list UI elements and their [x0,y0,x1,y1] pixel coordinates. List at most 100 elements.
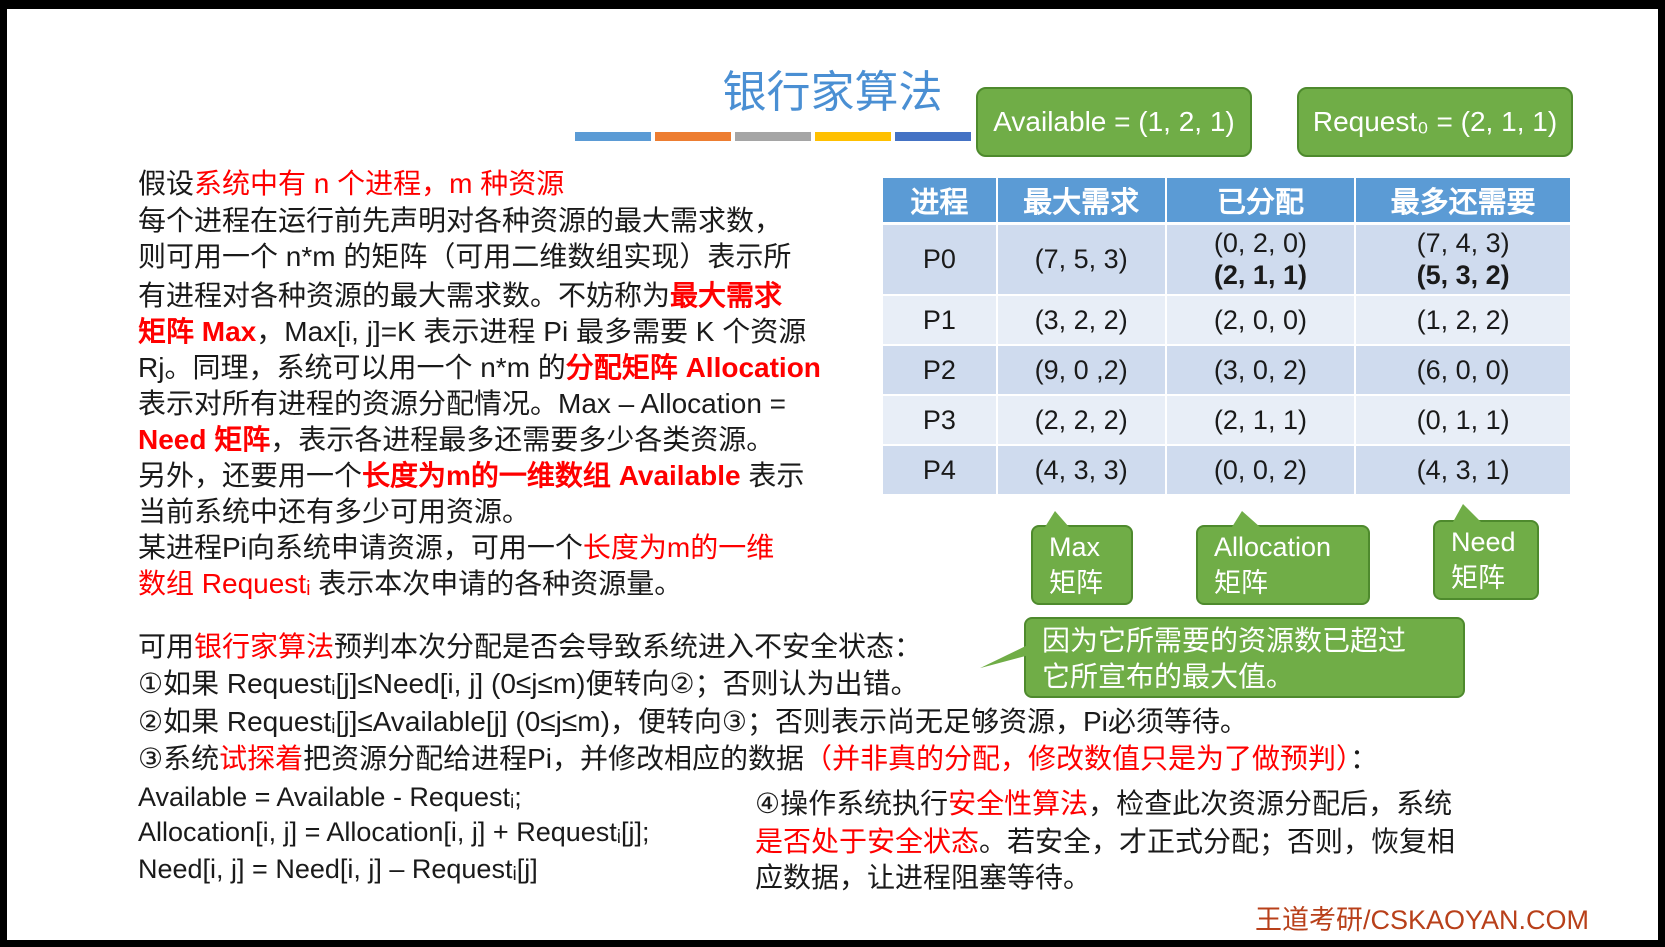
header-max: 最大需求 [996,178,1167,225]
available-box: Available = (1, 2, 1) [976,87,1252,157]
callout-text: 矩阵 [1049,568,1103,598]
text-segment: 。若安全，才正式分配；否则，恢复相 [979,826,1456,857]
text-line: 当前系统中还有多少可用资源。 [138,495,530,529]
text-line: Need 矩阵，表示各进程最多还需要多少各类资源。 [138,423,774,457]
text-segment: 某进程Pi向系统申请资源，可用一个 [138,532,583,563]
highlight-text: 系统中有 n 个进程，m 种资源 [194,168,565,199]
text-segment: Allocation[i, j] = Allocation[i, j] + Re… [138,817,650,847]
cell-value: P0 [922,244,956,275]
cell-need: (4, 3, 1) [1355,445,1572,496]
cell-value: (3, 0, 2) [1213,355,1307,385]
cell-value: (9, 0 ,2) [1034,355,1128,385]
title-bar-segment [815,132,891,141]
text-segment: 表示本次申请的各种资源量。 [310,568,683,599]
header-need: 最多还需要 [1355,178,1572,225]
cell-value: (1, 2, 2) [1416,305,1510,335]
cell-alloc: (2, 0, 0) [1165,295,1357,346]
resource-table: 进程 最大需求 已分配 最多还需要 P0 (7, 5, 3) (0, 2, 0) (2… [883,178,1572,496]
cell-p: P3 [883,395,998,446]
cell-need: (7, 4, 3) (5, 3, 2) [1355,223,1572,296]
need-callout: Need 矩阵 [1433,520,1539,600]
title-bar-segment [735,132,811,141]
text-segment: ，检查此次资源分配后，系统 [1088,788,1453,819]
text-line: ②如果 Requestᵢ[j]≤Available[j] (0≤j≤m)，便转向… [138,705,1248,739]
text-segment: ③系统 [138,743,220,774]
cell-need: (1, 2, 2) [1355,295,1572,346]
text-segment: 另外，还要用一个 [138,460,363,491]
text-line: ④操作系统执行安全性算法，检查此次资源分配后，系统 [755,787,1452,821]
text-line: 数组 Requestᵢ 表示本次申请的各种资源量。 [138,567,682,601]
text-segment: Rj。同理，系统可以用一个 n*m 的 [138,352,566,383]
cell-need: (6, 0, 0) [1355,345,1572,396]
text-segment: 假设 [138,168,195,199]
cell-value: P3 [922,405,956,435]
request-box: Request₀ = (2, 1, 1) [1297,87,1573,157]
header-allocation: 已分配 [1165,178,1357,225]
cell-p: P2 [883,345,998,396]
text-line: 矩阵 Max，Max[i, j]=K 表示进程 Pi 最多需要 K 个资源 [138,315,806,349]
callout-tail [1045,511,1069,527]
text-segment: 则可用一个 n*m 的矩阵（可用二维数组实现）表示所 [138,241,792,272]
table-row: P0 (7, 5, 3) (0, 2, 0) (2, 1, 1) (7, 4, 3) (5… [883,223,1572,296]
cell-max: (2, 2, 2) [996,395,1167,446]
highlight-text: 长度为m的一维数组 Available [362,460,741,491]
cell-value: P4 [922,455,956,485]
text-segment: ，Max[i, j]=K 表示进程 Pi 最多需要 K 个资源 [256,316,807,347]
callout-text: Max [1049,532,1101,562]
cell-value: (0, 2, 0) [1213,228,1307,259]
callout-text: 矩阵 [1451,563,1505,593]
cell-value: (3, 2, 2) [1034,305,1128,335]
text-segment: 表示 [740,460,805,491]
highlight-text: 数组 Requestᵢ [138,568,311,599]
callout-text: 它所宣布的最大值。 [1042,661,1295,692]
cell-max: (9, 0 ,2) [996,345,1167,396]
cell-alloc: (3, 0, 2) [1165,345,1357,396]
cell-need: (0, 1, 1) [1355,395,1572,446]
slide-title: 银行家算法 [722,68,943,117]
highlight-text: 试探着 [219,743,304,774]
header-process: 进程 [883,178,998,225]
text-line: 另外，还要用一个长度为m的一维数组 Available 表示 [138,459,804,493]
highlight-text: Need 矩阵 [138,424,271,455]
cell-value: (4, 3, 1) [1416,455,1510,485]
cell-value: (7, 5, 3) [1034,244,1128,275]
highlight-text: 是否处于安全状态 [755,826,980,857]
cell-value: (0, 1, 1) [1416,405,1510,435]
text-line: 是否处于安全状态。若安全，才正式分配；否则，恢复相 [755,825,1455,859]
table-row: P2 (9, 0 ,2) (3, 0, 2) (6, 0, 0) [883,345,1572,396]
cell-alloc: (0, 0, 2) [1165,445,1357,496]
cell-value: (0, 0, 2) [1213,455,1307,485]
text-line: Allocation[i, j] = Allocation[i, j] + Re… [138,815,650,849]
highlight-text: 矩阵 Max [138,316,257,347]
highlight-text: 银行家算法 [194,631,335,662]
text-segment: ，表示各进程最多还需要多少各类资源。 [270,424,775,455]
cell-overlay-value: (5, 3, 2) [1416,260,1510,291]
text-segment: 当前系统中还有多少可用资源。 [138,496,531,527]
text-segment: 应数据，让进程阻塞等待。 [755,862,1092,893]
text-line: 可用银行家算法预判本次分配是否会导致系统进入不安全状态： [138,630,922,664]
text-segment: 表示对所有进程的资源分配情况。Max – Allocation = [138,388,787,419]
text-segment: 有进程对各种资源的最大需求数。不妨称为 [138,280,671,311]
callout-text: Allocation [1214,532,1332,562]
table-row: P4 (4, 3, 3) (0, 0, 2) (4, 3, 1) [883,445,1572,496]
callout-text: 因为它所需要的资源数已超过 [1042,625,1407,656]
reason-callout: 因为它所需要的资源数已超过 它所宣布的最大值。 [1024,617,1465,698]
cell-value: (4, 3, 3) [1034,455,1128,485]
cell-max: (7, 5, 3) [996,223,1167,296]
text-line: 假设系统中有 n 个进程，m 种资源 [138,167,564,201]
text-segment: 预判本次分配是否会导致系统进入不安全状态： [334,631,923,662]
cell-value: (2, 1, 1) [1213,405,1307,435]
cell-overlay-value: (2, 1, 1) [1213,260,1307,291]
text-segment: 把资源分配给进程Pi，并修改相应的数据 [303,743,805,774]
cell-alloc: (2, 1, 1) [1165,395,1357,446]
cell-value: (7, 4, 3) [1416,228,1510,259]
cell-value: (2, 0, 0) [1213,305,1307,335]
text-segment: Available = Available - Requestᵢ; [138,782,522,812]
text-line: 应数据，让进程阻塞等待。 [755,861,1091,895]
table-header-row: 进程 最大需求 已分配 最多还需要 [883,178,1572,225]
text-line: 表示对所有进程的资源分配情况。Max – Allocation = [138,387,786,421]
text-segment: Need[i, j] = Need[i, j] – Requestᵢ[j] [138,854,538,884]
text-line: 每个进程在运行前先声明对各种资源的最大需求数， [138,204,782,238]
cell-value: (6, 0, 0) [1416,355,1510,385]
callout-tail [1232,511,1260,527]
